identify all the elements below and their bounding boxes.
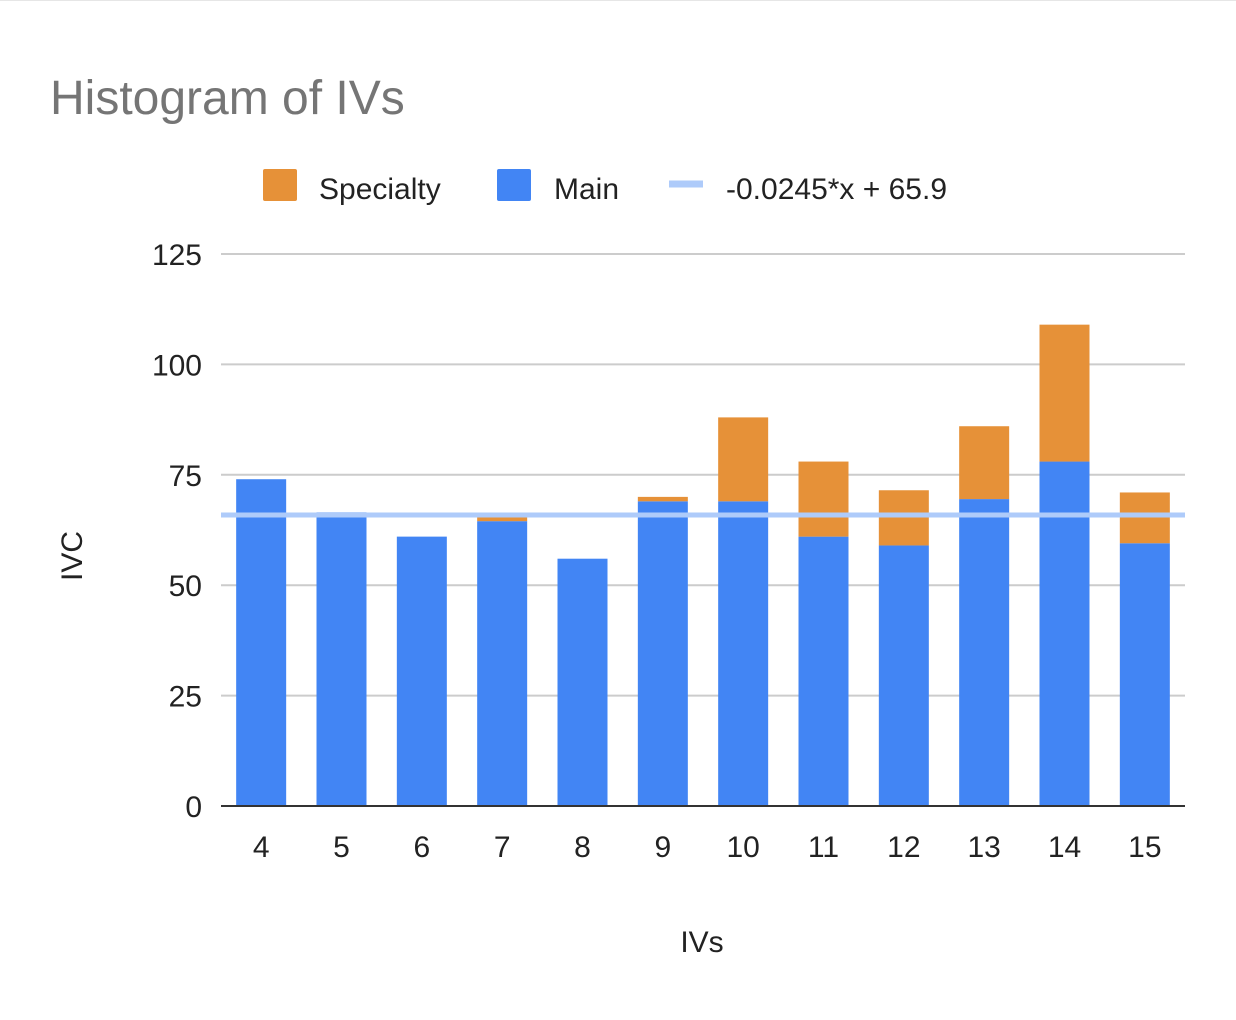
- bar-specialty-10: [718, 417, 769, 502]
- y-tick-label: 50: [169, 570, 202, 603]
- bar-main-9: [637, 501, 688, 806]
- x-tick-label: 11: [808, 831, 839, 864]
- bar-main-5: [316, 512, 367, 806]
- bar-main-4: [236, 479, 287, 806]
- chart-title: Histogram of IVs: [50, 72, 405, 125]
- bar-main-8: [557, 558, 608, 806]
- x-tick-label: 9: [654, 831, 671, 864]
- x-tick-label: 13: [967, 831, 1000, 864]
- bar-specialty-14: [1039, 324, 1090, 462]
- bar-main-14: [1039, 461, 1090, 806]
- legend-swatch-specialty: [263, 169, 297, 201]
- x-tick-label: 4: [253, 831, 270, 864]
- legend-label-main: Main: [554, 173, 619, 206]
- bar-specialty-13: [959, 426, 1010, 500]
- gridlines: [221, 253, 1185, 697]
- x-tick-label: 10: [726, 831, 759, 864]
- x-tick-label: 12: [887, 831, 920, 864]
- x-tick-label: 14: [1048, 831, 1081, 864]
- bar-main-12: [878, 545, 929, 806]
- x-tick-label: 8: [574, 831, 591, 864]
- x-tick-label: 5: [333, 831, 350, 864]
- y-tick-label: 25: [169, 681, 202, 714]
- bar-main-13: [959, 499, 1010, 806]
- x-tick-label: 15: [1128, 831, 1161, 864]
- bars: [236, 324, 1170, 806]
- legend-swatch-main: [497, 169, 531, 201]
- bar-main-11: [798, 536, 849, 806]
- x-axis-ticks: 4 5 6 7 8 9 10 11 12 13 14 15: [253, 831, 1162, 864]
- y-tick-label: 75: [169, 460, 202, 493]
- bar-main-6: [396, 536, 447, 806]
- y-tick-label: 0: [185, 791, 202, 824]
- legend-label-specialty: Specialty: [319, 173, 441, 206]
- y-tick-label: 100: [152, 349, 202, 382]
- bar-main-7: [477, 521, 528, 806]
- bar-main-10: [718, 501, 769, 806]
- bar-specialty-12: [878, 490, 929, 546]
- legend-label-trendline: -0.0245*x + 65.9: [726, 173, 947, 206]
- bar-specialty-7: [477, 514, 528, 522]
- y-tick-label: 125: [152, 239, 202, 272]
- bar-specialty-9: [637, 496, 688, 502]
- bar-main-15: [1119, 543, 1170, 806]
- x-tick-label: 7: [494, 831, 511, 864]
- bar-specialty-15: [1119, 492, 1170, 544]
- x-tick-label: 6: [413, 831, 430, 864]
- x-axis-title: IVs: [680, 926, 723, 959]
- legend: Specialty Main -0.0245*x + 65.9: [263, 169, 947, 206]
- bar-specialty-11: [798, 461, 849, 537]
- y-axis-title: IVC: [56, 531, 89, 581]
- y-axis-ticks: 0 25 50 75 100 125: [152, 239, 202, 824]
